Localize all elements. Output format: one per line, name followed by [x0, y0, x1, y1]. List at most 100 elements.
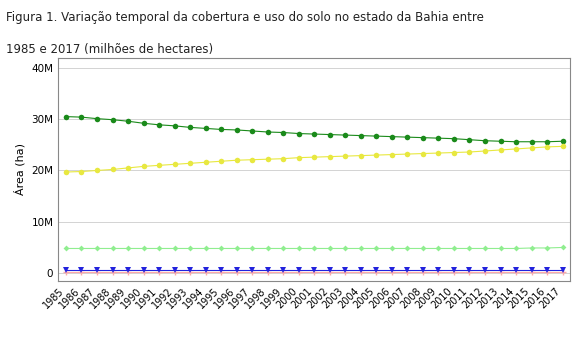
- 2 Formação Natural não Florestal: [155, 246, 162, 251]
- 5 Corpo D'água: [466, 268, 473, 272]
- 2 Formação Natural não Florestal: [435, 246, 442, 251]
- 1 Floresta: [78, 115, 85, 119]
- 3 Agropecária: [544, 145, 551, 149]
- 5 Corpo D'água: [373, 268, 380, 272]
- 3 Agropecária: [125, 166, 132, 170]
- 2 Formação Natural não Florestal: [559, 245, 566, 249]
- 1 Floresta: [249, 129, 255, 133]
- 1 Floresta: [233, 128, 240, 132]
- 5 Corpo D'água: [342, 268, 349, 272]
- 4 Área não Vegetada: [357, 270, 364, 274]
- 2 Formação Natural não Florestal: [327, 246, 333, 251]
- 4 Área não Vegetada: [481, 270, 488, 274]
- 1 Floresta: [513, 140, 520, 144]
- 3 Agropecária: [497, 148, 504, 152]
- 2 Formação Natural não Florestal: [233, 246, 240, 251]
- 4 Área não Vegetada: [497, 270, 504, 274]
- 1 Floresta: [94, 117, 101, 121]
- 5 Corpo D'água: [155, 268, 162, 272]
- 4 Área não Vegetada: [342, 270, 349, 274]
- 3 Agropecária: [450, 150, 457, 155]
- 4 Área não Vegetada: [264, 270, 271, 274]
- 4 Área não Vegetada: [202, 270, 209, 274]
- 3 Agropecária: [218, 159, 225, 163]
- 5 Corpo D'água: [187, 268, 194, 272]
- 2 Formação Natural não Florestal: [187, 246, 194, 251]
- 2 Formação Natural não Florestal: [513, 246, 520, 251]
- 1 Floresta: [373, 134, 380, 138]
- 2 Formação Natural não Florestal: [249, 246, 255, 251]
- 5 Corpo D'água: [544, 268, 551, 272]
- 2 Formação Natural não Florestal: [125, 246, 132, 251]
- 2 Formação Natural não Florestal: [62, 246, 69, 251]
- 3 Agropecária: [420, 152, 427, 156]
- 1 Floresta: [466, 138, 473, 142]
- Text: 1985 e 2017 (milhões de hectares): 1985 e 2017 (milhões de hectares): [6, 43, 213, 56]
- 4 Área não Vegetada: [78, 270, 85, 274]
- 5 Corpo D'água: [404, 268, 411, 272]
- 3 Agropecária: [435, 151, 442, 155]
- 3 Agropecária: [62, 170, 69, 174]
- 5 Corpo D'água: [202, 268, 209, 272]
- 2 Formação Natural não Florestal: [466, 246, 473, 251]
- 4 Área não Vegetada: [466, 270, 473, 274]
- 5 Corpo D'água: [264, 268, 271, 272]
- Line: 5 Corpo D'água: 5 Corpo D'água: [63, 267, 565, 273]
- 4 Área não Vegetada: [404, 270, 411, 274]
- 2 Formação Natural não Florestal: [497, 246, 504, 251]
- 4 Área não Vegetada: [435, 270, 442, 274]
- 3 Agropecária: [187, 161, 194, 166]
- 1 Floresta: [559, 139, 566, 143]
- 4 Área não Vegetada: [373, 270, 380, 274]
- 3 Agropecária: [466, 150, 473, 154]
- 5 Corpo D'água: [357, 268, 364, 272]
- 3 Agropecária: [327, 154, 333, 159]
- 4 Área não Vegetada: [388, 270, 395, 274]
- 2 Formação Natural não Florestal: [388, 246, 395, 251]
- 2 Formação Natural não Florestal: [528, 246, 535, 250]
- 5 Corpo D'água: [481, 268, 488, 272]
- Line: 2 Formação Natural não Florestal: 2 Formação Natural não Florestal: [64, 246, 565, 251]
- 1 Floresta: [342, 133, 349, 137]
- 2 Formação Natural não Florestal: [280, 246, 287, 251]
- 4 Área não Vegetada: [94, 270, 101, 274]
- 1 Floresta: [155, 123, 162, 127]
- 5 Corpo D'água: [435, 268, 442, 272]
- 2 Formação Natural não Florestal: [357, 246, 364, 251]
- 4 Área não Vegetada: [420, 270, 427, 274]
- 1 Floresta: [497, 139, 504, 143]
- 5 Corpo D'água: [218, 268, 225, 272]
- 2 Formação Natural não Florestal: [311, 246, 318, 251]
- 4 Área não Vegetada: [513, 270, 520, 274]
- 2 Formação Natural não Florestal: [481, 246, 488, 251]
- 4 Área não Vegetada: [249, 270, 255, 274]
- 5 Corpo D'água: [327, 268, 333, 272]
- 1 Floresta: [544, 140, 551, 144]
- 5 Corpo D'água: [450, 268, 457, 272]
- 2 Formação Natural não Florestal: [450, 246, 457, 251]
- 3 Agropecária: [94, 168, 101, 173]
- 2 Formação Natural não Florestal: [109, 246, 116, 251]
- 1 Floresta: [140, 121, 147, 125]
- 1 Floresta: [202, 126, 209, 131]
- 1 Floresta: [187, 125, 194, 130]
- 1 Floresta: [388, 134, 395, 139]
- 4 Área não Vegetada: [559, 270, 566, 274]
- 5 Corpo D'água: [559, 268, 566, 272]
- 2 Formação Natural não Florestal: [420, 246, 427, 251]
- 4 Área não Vegetada: [125, 270, 132, 274]
- 1 Floresta: [280, 130, 287, 135]
- 5 Corpo D'água: [140, 268, 147, 272]
- 3 Agropecária: [155, 163, 162, 167]
- Text: Figura 1. Variação temporal da cobertura e uso do solo no estado da Bahia entre: Figura 1. Variação temporal da cobertura…: [6, 11, 488, 24]
- 1 Floresta: [218, 127, 225, 132]
- 3 Agropecária: [233, 158, 240, 162]
- 4 Área não Vegetada: [155, 270, 162, 274]
- 3 Agropecária: [311, 155, 318, 159]
- 1 Floresta: [171, 124, 178, 128]
- 3 Agropecária: [559, 144, 566, 149]
- 5 Corpo D'água: [109, 268, 116, 272]
- 2 Formação Natural não Florestal: [373, 246, 380, 251]
- 1 Floresta: [295, 131, 302, 136]
- 4 Área não Vegetada: [171, 270, 178, 274]
